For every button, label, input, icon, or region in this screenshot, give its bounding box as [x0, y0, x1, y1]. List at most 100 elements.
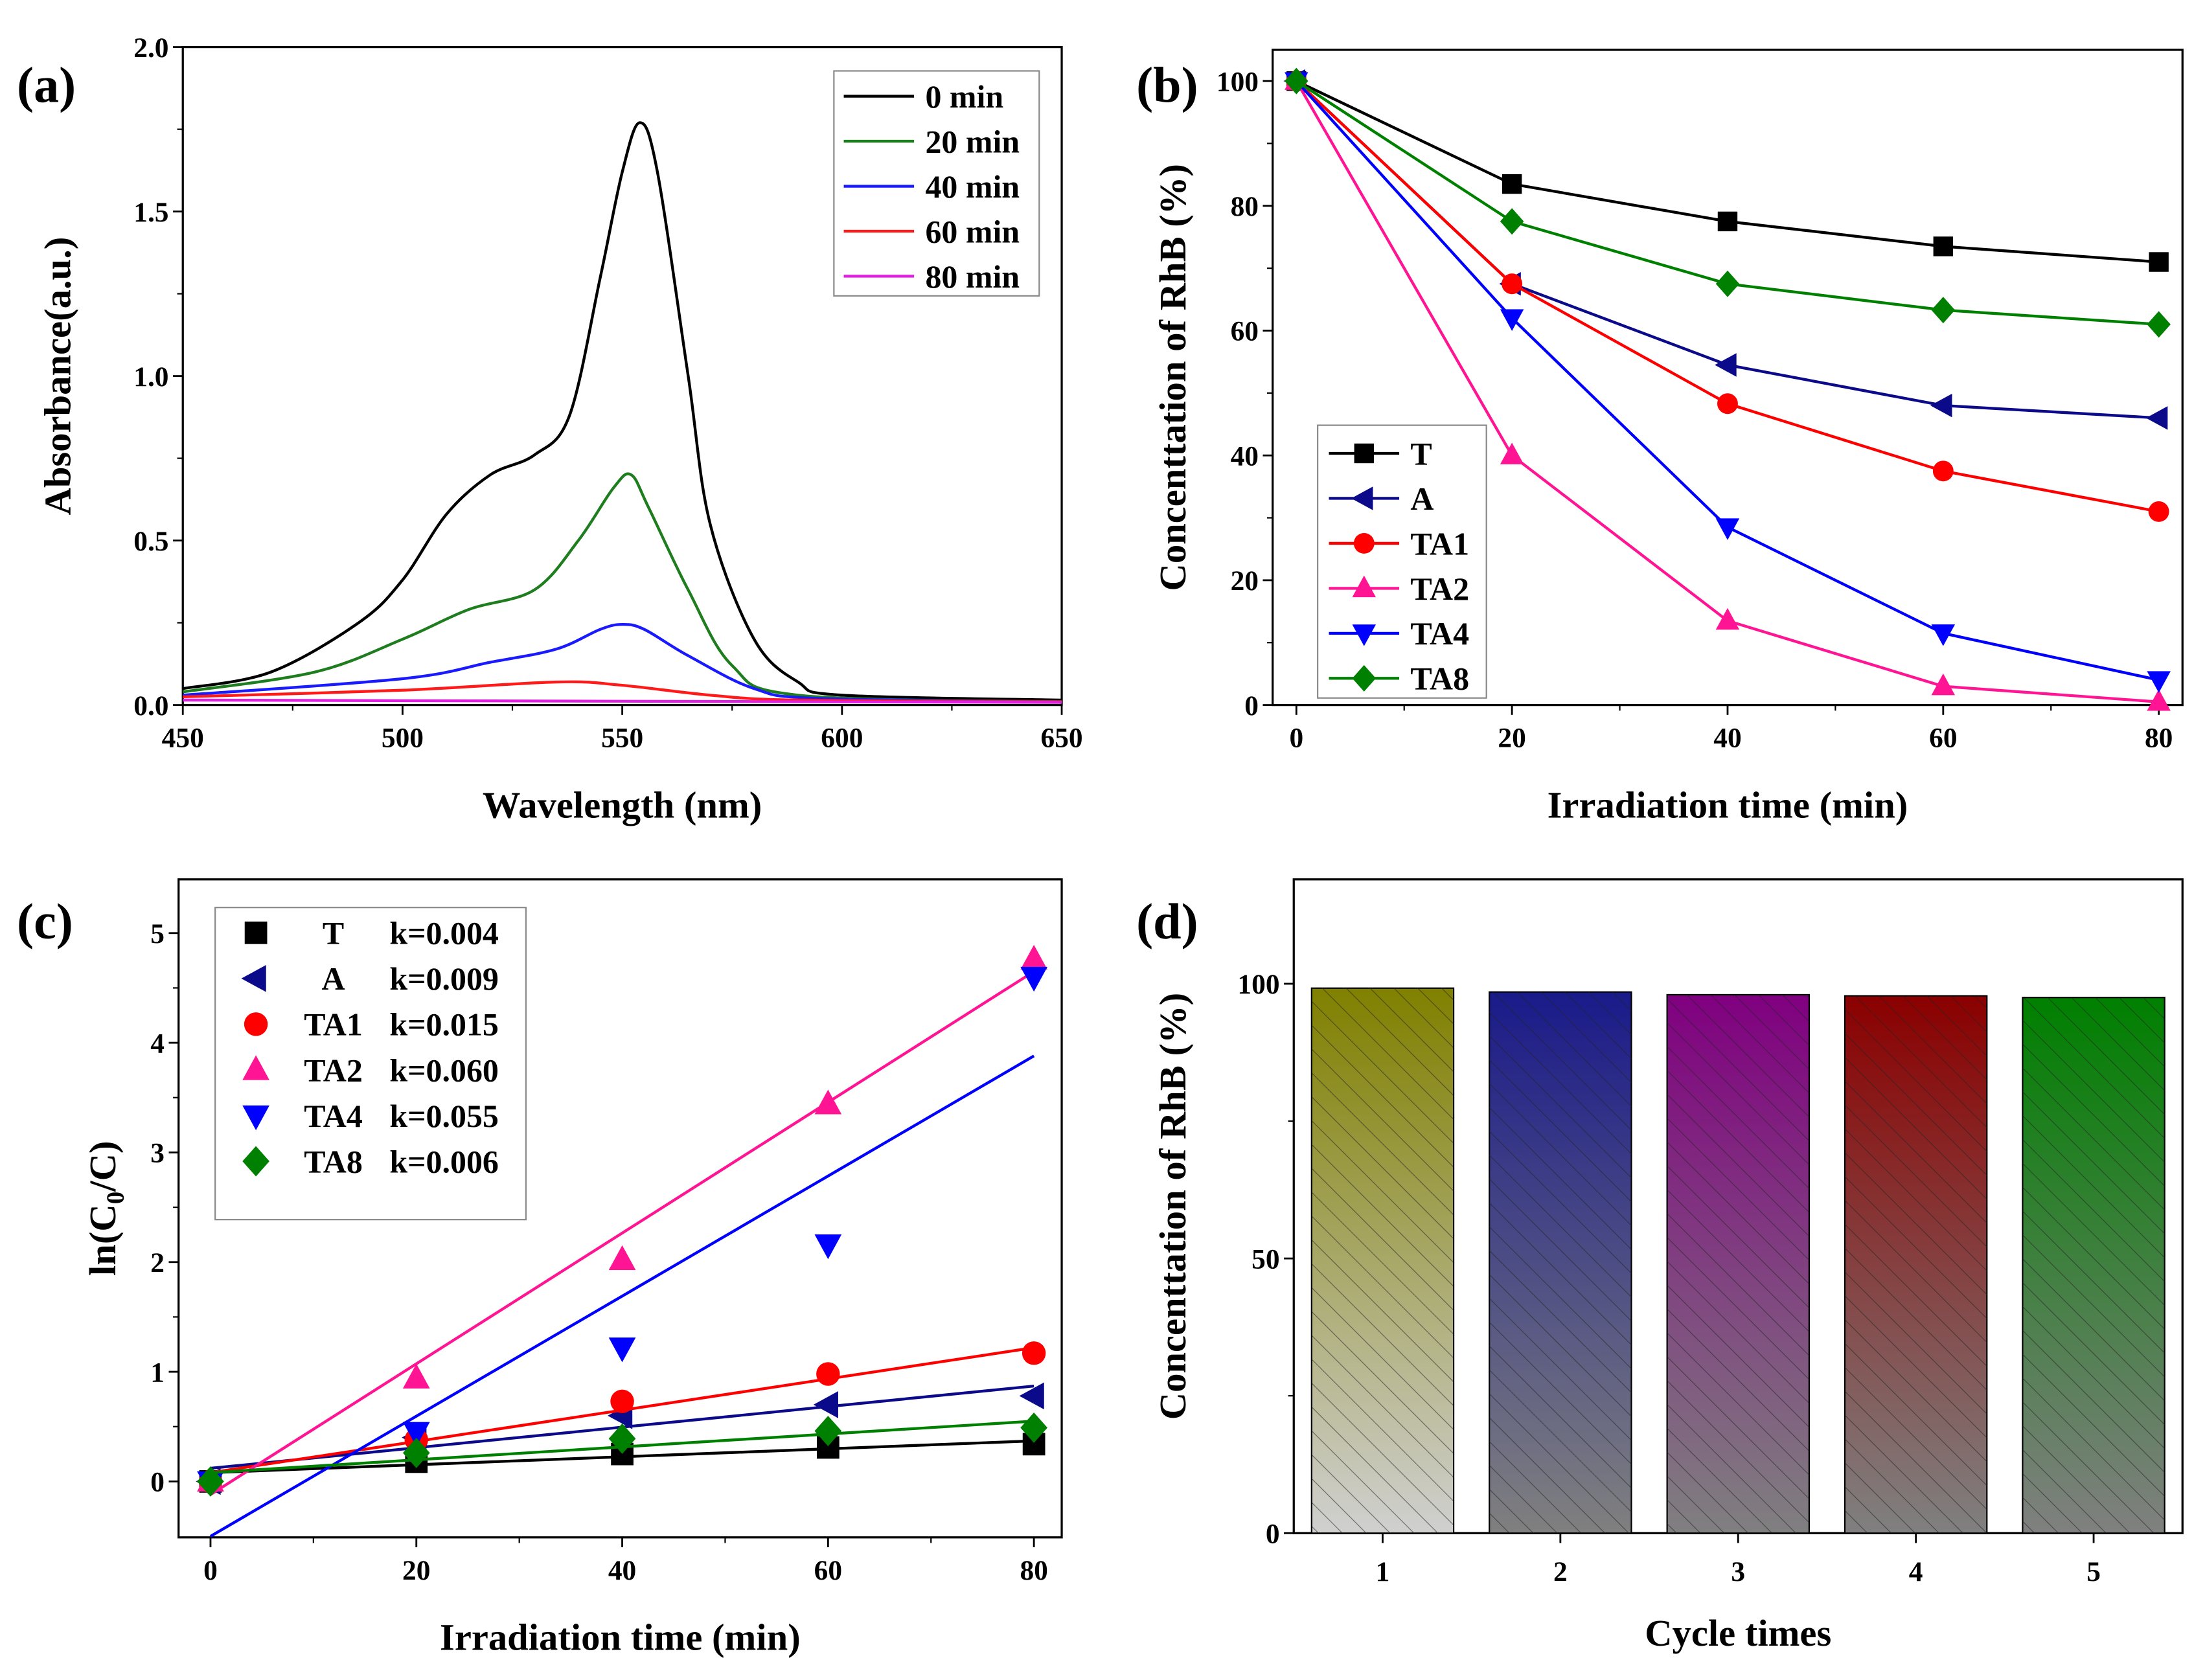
y-axis-title: Concenttation of RhB (%) — [1152, 993, 1194, 1420]
x-tick-label: 0 — [1289, 723, 1303, 754]
x-tick-label: 3 — [1731, 1556, 1745, 1587]
legend-label: TA1 — [1410, 526, 1469, 562]
legend-k-value: k=0.009 — [389, 961, 499, 997]
x-tick-label: 500 — [382, 723, 424, 754]
panel-b: 0 20 40 60 80 0 20 40 60 80 100 (b) Irradiation time… — [1136, 49, 2184, 826]
x-tick-label: 40 — [1713, 723, 1741, 754]
y-tick-label: 4 — [150, 1028, 165, 1059]
panel-c: 0 20 40 60 80 0 1 2 3 4 5 (c) Irradiation time (min)… — [17, 878, 1063, 1658]
data-point-T — [1502, 174, 1522, 194]
x-tick-label: 1 — [1376, 1556, 1390, 1587]
y-tick-label: 0 — [1266, 1518, 1280, 1549]
data-point-TA1 — [1502, 273, 1523, 295]
panel-label: (a) — [17, 56, 76, 113]
y-tick-label: 0 — [1244, 690, 1259, 721]
y-tick-label: 0.5 — [133, 526, 168, 557]
legend-label: TA8 — [304, 1144, 363, 1179]
data-point-TA8 — [402, 1437, 430, 1468]
data-point-TA1 — [610, 1389, 634, 1414]
data-point-TA4 — [608, 1337, 636, 1363]
y-tick-label: 3 — [150, 1138, 165, 1169]
legend-label: 80 min — [925, 259, 1020, 295]
y-axis-title: Concenttation of RhB (%) — [1152, 164, 1194, 591]
bar-hatch — [1667, 994, 1809, 1534]
legend: TA TA1 TA2 TA4 TA8 — [1317, 424, 1487, 699]
x-tick-label: 600 — [821, 723, 863, 754]
y-tick-label: 2 — [150, 1247, 165, 1278]
x-axis-title: Irradiation time (min) — [440, 1616, 801, 1658]
data-point-A — [1930, 393, 1952, 418]
x-tick-label: 40 — [608, 1555, 636, 1586]
legend-marker — [1354, 443, 1374, 464]
legend-label: 60 min — [925, 214, 1020, 249]
data-point-TA2 — [2147, 689, 2171, 711]
data-point-A — [1019, 1382, 1044, 1410]
legend-frame — [214, 907, 527, 1221]
y-tick-label: 1.0 — [133, 361, 168, 392]
data-point-T — [2149, 252, 2169, 272]
y-axis-title-main: ln(C — [82, 1204, 124, 1276]
legend-k-value: k=0.060 — [389, 1052, 499, 1088]
plot-frame — [1272, 49, 2184, 707]
data-point-TA2 — [1931, 673, 1956, 696]
data-point-A — [2145, 406, 2168, 430]
x-tick-label: 20 — [402, 1555, 430, 1586]
data-point-TA1 — [1717, 393, 1738, 414]
legend-label: A — [321, 961, 345, 997]
x-tick-label: 80 — [2145, 723, 2173, 754]
legend-marker — [1352, 575, 1377, 598]
data-point-TA8 — [197, 1466, 224, 1497]
data-point-TA2 — [608, 1245, 636, 1270]
y-tick-label: 0 — [150, 1467, 165, 1498]
x-tick-label: 450 — [162, 723, 204, 754]
y-axis-title: Absorbance(a.u.) — [37, 237, 79, 516]
series-line-40-min — [183, 622, 1062, 703]
data-point-TA2 — [1500, 442, 1524, 464]
legend-frame — [833, 70, 1040, 297]
legend-label: T — [323, 916, 344, 951]
fit-line-TA2 — [209, 970, 1035, 1496]
data-point-TA2 — [1020, 944, 1047, 970]
legend-marker — [242, 1055, 269, 1080]
legend-label: 20 min — [925, 124, 1020, 159]
legend-marker — [1352, 624, 1377, 646]
bar-hatch — [1489, 992, 1632, 1534]
series-line-20-min — [182, 472, 1062, 703]
series-line-80-min — [183, 698, 1062, 704]
data-point-TA4 — [2147, 671, 2171, 693]
x-tick-label: 5 — [2086, 1556, 2101, 1587]
legend-marker — [242, 1146, 269, 1177]
data-point-TA4 — [1020, 966, 1047, 992]
legend-label: 0 min — [925, 79, 1003, 115]
data-point-TA8 — [1715, 270, 1740, 297]
y-tick-label: 20 — [1231, 565, 1259, 596]
legend-label: TA4 — [304, 1098, 363, 1134]
data-point-TA8 — [1500, 208, 1524, 235]
x-axis-title: Irradiation time (min) — [1548, 784, 1908, 826]
data-point-TA4 — [1715, 518, 1740, 540]
x-axis-title: Cycle times — [1645, 1612, 1831, 1654]
legend-k-value: k=0.015 — [389, 1007, 499, 1043]
y-tick-label: 2.0 — [133, 32, 168, 63]
legend-label: A — [1410, 481, 1434, 517]
data-point-TA1 — [2148, 501, 2169, 522]
data-point-TA2 — [402, 1363, 430, 1389]
y-tick-label: 1.5 — [133, 197, 168, 228]
legend-marker — [242, 1105, 269, 1131]
bar-hatch — [2022, 997, 2165, 1534]
y-tick-label: 100 — [1237, 969, 1279, 1000]
x-tick-label: 4 — [1909, 1556, 1923, 1587]
x-axis-title: Wavelength (nm) — [483, 784, 762, 826]
x-tick-label: 0 — [203, 1555, 218, 1586]
legend-label: T — [1410, 436, 1432, 471]
data-point-TA4 — [1500, 309, 1524, 331]
legend-marker — [1351, 486, 1373, 510]
panel-label: (d) — [1136, 893, 1198, 949]
x-tick-label: 550 — [601, 723, 643, 754]
y-tick-label: 5 — [150, 918, 165, 949]
y-tick-label: 40 — [1231, 440, 1259, 471]
legend-marker — [244, 921, 268, 944]
series-line-T — [1296, 80, 2159, 264]
